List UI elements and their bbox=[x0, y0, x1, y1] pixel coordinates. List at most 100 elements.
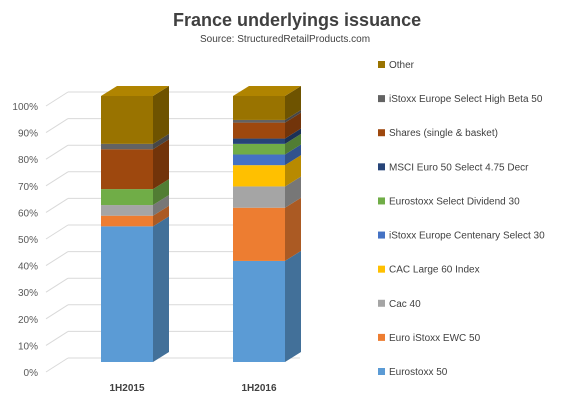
legend-label: CAC Large 60 Index bbox=[389, 265, 480, 276]
legend-swatch bbox=[378, 299, 385, 307]
bar-front bbox=[101, 143, 153, 150]
bar-side bbox=[285, 128, 301, 144]
bar-front bbox=[233, 96, 285, 120]
y-tick-label: 40% bbox=[18, 262, 38, 273]
grid-line-diagonal bbox=[45, 251, 69, 267]
legend-item: Eurostoxx 50 bbox=[378, 367, 448, 378]
legend-item: Other bbox=[378, 60, 415, 71]
bar-segment bbox=[233, 144, 301, 166]
grid-line-diagonal bbox=[45, 357, 69, 373]
bar-front bbox=[101, 96, 153, 144]
bar-side bbox=[285, 250, 301, 362]
bar-side bbox=[153, 139, 169, 190]
bar-front bbox=[233, 186, 285, 208]
legend-swatch bbox=[378, 129, 385, 137]
bar-front bbox=[101, 205, 153, 216]
bars bbox=[101, 86, 301, 362]
bar-segment bbox=[101, 216, 169, 362]
bar-side bbox=[285, 112, 301, 139]
legend-item: MSCI Euro 50 Select 4.75 Decr bbox=[378, 162, 529, 173]
bar-side bbox=[153, 179, 169, 206]
legend-swatch bbox=[378, 163, 385, 171]
bar-segment bbox=[101, 205, 169, 227]
y-tick-label: 20% bbox=[18, 315, 38, 326]
bar-segment bbox=[233, 197, 301, 261]
y-tick-label: 50% bbox=[18, 235, 38, 246]
bar-side bbox=[153, 205, 169, 227]
grid-line-diagonal bbox=[45, 91, 69, 107]
legend-label: Other bbox=[389, 60, 415, 71]
legend-label: Eurostoxx 50 bbox=[389, 367, 448, 378]
y-tick-label: 0% bbox=[24, 368, 39, 379]
chart-title: France underlyings issuance bbox=[173, 10, 422, 30]
legend-item: Shares (single & basket) bbox=[378, 128, 498, 139]
grid-line-diagonal bbox=[45, 171, 69, 187]
bar-side bbox=[285, 155, 301, 187]
legend-label: Cac 40 bbox=[389, 299, 421, 310]
bar-segment bbox=[233, 133, 301, 155]
bar-segment bbox=[233, 112, 301, 139]
legend-label: Euro iStoxx EWC 50 bbox=[389, 333, 481, 344]
bar-front bbox=[101, 226, 153, 362]
y-tick-label: 100% bbox=[12, 102, 38, 113]
legend-swatch bbox=[378, 265, 385, 273]
legend-swatch bbox=[378, 231, 385, 239]
bar-front bbox=[233, 143, 285, 155]
legend-item: Cac 40 bbox=[378, 299, 421, 310]
bar-front bbox=[101, 189, 153, 206]
bar-segment bbox=[233, 250, 301, 362]
grid-line-diagonal bbox=[45, 118, 69, 134]
bar-top bbox=[233, 86, 301, 96]
y-tick-label: 90% bbox=[18, 129, 38, 140]
bar-segment bbox=[233, 155, 301, 187]
bar-front bbox=[101, 215, 153, 227]
y-tick-label: 80% bbox=[18, 155, 38, 166]
legend-swatch bbox=[378, 197, 385, 205]
y-axis: 0% 10% 20% 30% 40% 50% 60% 70% 80% 90% 100% bbox=[12, 102, 38, 379]
bar-side bbox=[285, 144, 301, 166]
bar-front bbox=[101, 149, 153, 190]
bar-front bbox=[233, 119, 285, 123]
legend-swatch bbox=[378, 333, 385, 341]
legend-item: CAC Large 60 Index bbox=[378, 265, 480, 276]
bar-side bbox=[285, 197, 301, 261]
legend-label: MSCI Euro 50 Select 4.75 Decr bbox=[389, 162, 529, 173]
bar-side bbox=[153, 133, 169, 150]
legend-label: Shares (single & basket) bbox=[389, 128, 498, 139]
y-tick-label: 70% bbox=[18, 182, 38, 193]
bar-front bbox=[233, 154, 285, 166]
x-axis: 1H2015 1H2016 bbox=[109, 383, 276, 394]
bar-side bbox=[153, 216, 169, 362]
grid-line-diagonal bbox=[45, 144, 69, 160]
bar-segment bbox=[233, 176, 301, 208]
grid-line-diagonal bbox=[45, 304, 69, 320]
legend-swatch bbox=[378, 95, 385, 103]
chart-subtitle: Source: StructuredRetailProducts.com bbox=[200, 34, 371, 45]
bar-side bbox=[285, 86, 301, 120]
bar-front bbox=[233, 207, 285, 261]
grid-line-diagonal bbox=[45, 224, 69, 240]
bar-front bbox=[233, 138, 285, 144]
legend-swatch bbox=[378, 368, 385, 375]
bar-side bbox=[153, 195, 169, 216]
legend: Eurostoxx 50 Euro iStoxx EWC 50 Cac 40 CAC … bbox=[378, 60, 545, 378]
bar-segment bbox=[233, 109, 301, 123]
bar-side bbox=[285, 109, 301, 123]
bar-segment bbox=[233, 86, 301, 120]
grid-line-diagonal bbox=[45, 277, 69, 293]
bar-side bbox=[285, 133, 301, 155]
bar-front bbox=[233, 165, 285, 187]
grid-line-diagonal bbox=[45, 330, 69, 346]
bar-side bbox=[153, 86, 169, 144]
bar-top bbox=[101, 86, 169, 96]
legend-swatch bbox=[378, 61, 385, 68]
bar-side bbox=[285, 176, 301, 208]
bar-segment bbox=[233, 128, 301, 144]
bar-segment bbox=[101, 86, 169, 144]
x-category-label: 1H2016 bbox=[241, 383, 276, 394]
bar-segment bbox=[101, 133, 169, 150]
bar-segment bbox=[101, 139, 169, 190]
y-tick-label: 60% bbox=[18, 208, 38, 219]
legend-item: Euro iStoxx EWC 50 bbox=[378, 333, 481, 344]
